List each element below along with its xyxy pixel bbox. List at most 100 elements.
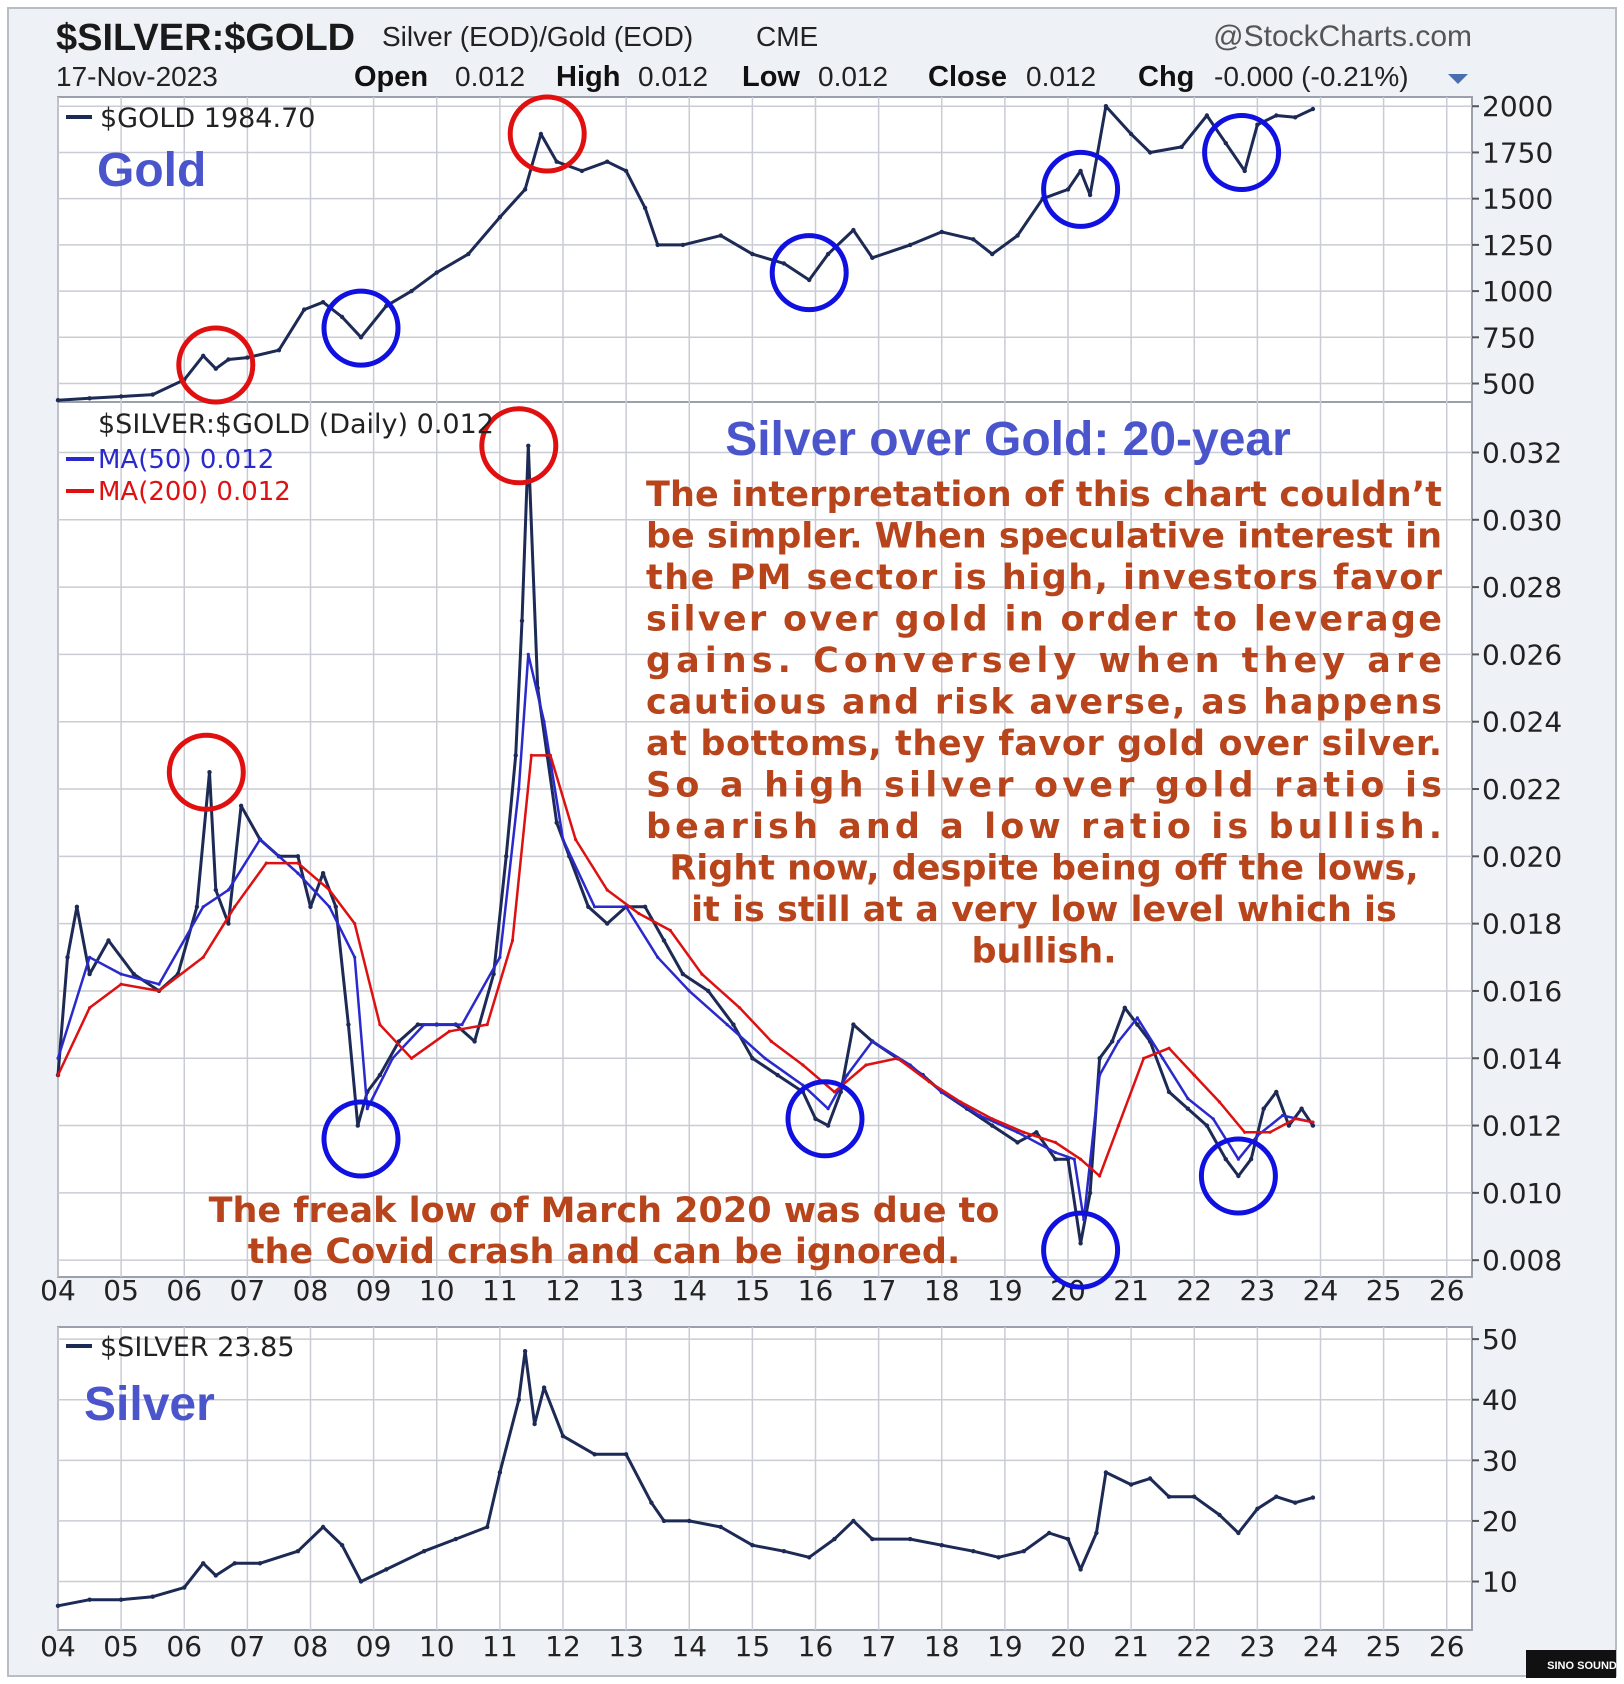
x-tick-label: 11: [482, 1274, 518, 1307]
x-tick-label: 24: [1303, 1274, 1339, 1307]
data-point: [1185, 1106, 1191, 1111]
data-point: [1015, 1140, 1020, 1145]
x-tick-label: 25: [1366, 1630, 1402, 1663]
data-point: [832, 1536, 837, 1542]
x-tick-label: 13: [608, 1274, 644, 1307]
data-point: [526, 443, 531, 448]
data-point: [296, 871, 300, 875]
data-point: [346, 1022, 351, 1027]
data-point: [150, 392, 155, 397]
data-point: [226, 888, 230, 892]
data-point: [466, 251, 471, 257]
y-tick-label: 0.030: [1482, 504, 1562, 537]
chevron-down-icon[interactable]: [1448, 74, 1468, 84]
blue-highlight-circle-20: [1041, 1210, 1121, 1290]
data-point: [485, 1524, 490, 1530]
interpretation-annotation: The interpretation of this chart couldn’…: [646, 475, 1443, 972]
x-tick-label: 05: [103, 1274, 139, 1307]
y-tick-label: 0.032: [1482, 436, 1562, 469]
data-point: [927, 1080, 931, 1084]
data-point: [687, 989, 691, 993]
blue-highlight-circle-22: [1198, 1136, 1278, 1216]
data-point: [725, 1023, 729, 1027]
data-point: [623, 1452, 629, 1457]
blue-highlight-circle-08: [321, 288, 401, 368]
data-point: [201, 905, 205, 909]
data-point: [700, 972, 704, 976]
data-point: [763, 1056, 767, 1060]
data-point: [295, 854, 301, 859]
data-point: [1293, 1500, 1298, 1505]
data-point: [119, 982, 123, 986]
silver-legend: $SILVER 23.85: [100, 1332, 295, 1363]
high-value: 0.012: [638, 61, 708, 92]
data-point: [637, 911, 641, 916]
x-tick-label: 17: [861, 1274, 897, 1307]
data-point: [131, 971, 136, 977]
data-point: [497, 1470, 503, 1475]
x-tick-label: 07: [230, 1630, 266, 1663]
data-point: [1179, 144, 1184, 150]
blue-highlight-circle-20: [1041, 149, 1121, 229]
data-point: [1192, 1073, 1196, 1077]
ratio-panel-title: Silver over Gold: 20-year: [725, 413, 1291, 466]
annotation-line: it is still at a very low level which is: [691, 890, 1397, 930]
x-tick-label: 06: [166, 1630, 202, 1663]
data-point: [1128, 1482, 1134, 1487]
data-point: [807, 1555, 812, 1560]
data-point: [522, 187, 528, 192]
data-point: [574, 837, 578, 842]
data-point: [554, 820, 559, 825]
data-point: [649, 1500, 654, 1505]
data-point: [851, 227, 856, 233]
gold-panel-title: Gold: [97, 144, 206, 197]
data-point: [1142, 1056, 1146, 1060]
data-point: [1147, 1476, 1153, 1481]
data-point: [355, 1123, 360, 1128]
x-tick-label: 13: [608, 1630, 644, 1663]
x-tick-label: 11: [482, 1630, 518, 1663]
data-point: [1103, 104, 1109, 109]
red-highlight-circle-11: [507, 94, 587, 174]
data-point: [1186, 1097, 1190, 1101]
y-tick-label: 500: [1482, 368, 1535, 401]
data-point: [378, 1023, 382, 1027]
x-tick-label: 16: [798, 1274, 834, 1307]
data-point: [870, 1039, 874, 1043]
x-tick-label: 25: [1366, 1274, 1402, 1307]
y-tick-label: 2000: [1482, 90, 1553, 123]
note-line: The freak low of March 2020 was due to: [209, 1191, 1000, 1231]
ma200-legend: MA(200) 0.012: [98, 477, 291, 507]
data-point: [1082, 1218, 1086, 1222]
data-point: [1248, 1157, 1254, 1162]
open-value: 0.012: [455, 61, 525, 92]
data-point: [851, 1518, 856, 1524]
data-point: [605, 921, 610, 926]
data-point: [88, 1006, 92, 1010]
x-tick-label: 23: [1240, 1630, 1276, 1663]
data-point: [1116, 1039, 1121, 1043]
data-point: [1128, 131, 1134, 137]
y-tick-label: 0.010: [1482, 1177, 1562, 1210]
data-point: [642, 904, 648, 909]
data-point: [1053, 1150, 1057, 1155]
data-point: [339, 314, 345, 320]
annotation-line: be simpler. When speculative interest in: [646, 517, 1442, 557]
data-point: [978, 1113, 982, 1118]
data-point: [1204, 113, 1210, 118]
y-tick-label: 1250: [1482, 229, 1553, 262]
data-point: [377, 1072, 383, 1078]
ratio-legend: $SILVER:$GOLD (Daily) 0.012: [98, 409, 494, 440]
highlight-circles: [166, 94, 1282, 1290]
y-tick-label: 750: [1482, 321, 1535, 354]
data-point: [1166, 1494, 1172, 1499]
data-point: [838, 1089, 843, 1095]
data-point: [258, 837, 262, 842]
data-point: [118, 1597, 124, 1602]
data-point: [320, 300, 326, 305]
data-point: [605, 159, 610, 164]
data-point: [504, 854, 509, 859]
data-point: [1078, 168, 1083, 174]
x-tick-label: 04: [40, 1274, 76, 1307]
data-point: [55, 398, 61, 403]
